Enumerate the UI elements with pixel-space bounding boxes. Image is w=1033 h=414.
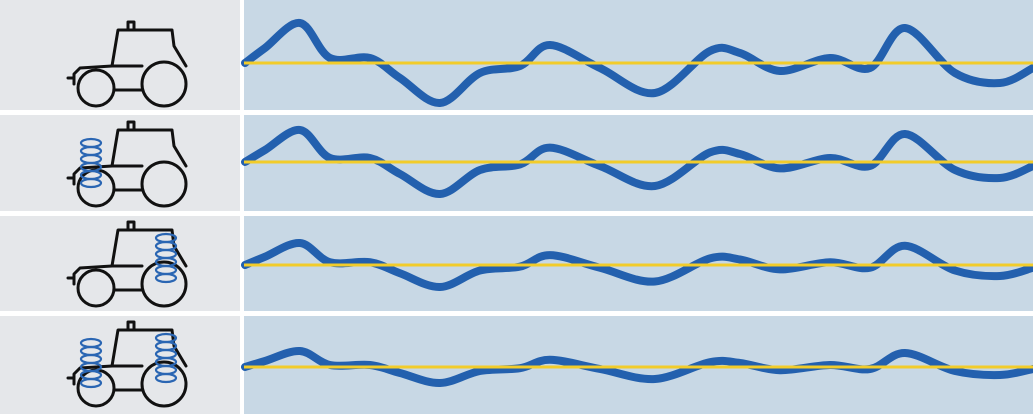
vibration-wave — [241, 126, 1033, 198]
front-spring — [79, 337, 103, 389]
row-1 — [0, 0, 1033, 110]
icon-panel — [0, 0, 240, 110]
vibration-wave — [241, 239, 1033, 291]
front-spring — [79, 137, 103, 189]
waves — [241, 19, 1033, 387]
rear-spring — [154, 332, 178, 384]
icon-panel — [0, 216, 240, 311]
rear-spring — [154, 232, 178, 284]
vibration-wave — [241, 19, 1033, 107]
